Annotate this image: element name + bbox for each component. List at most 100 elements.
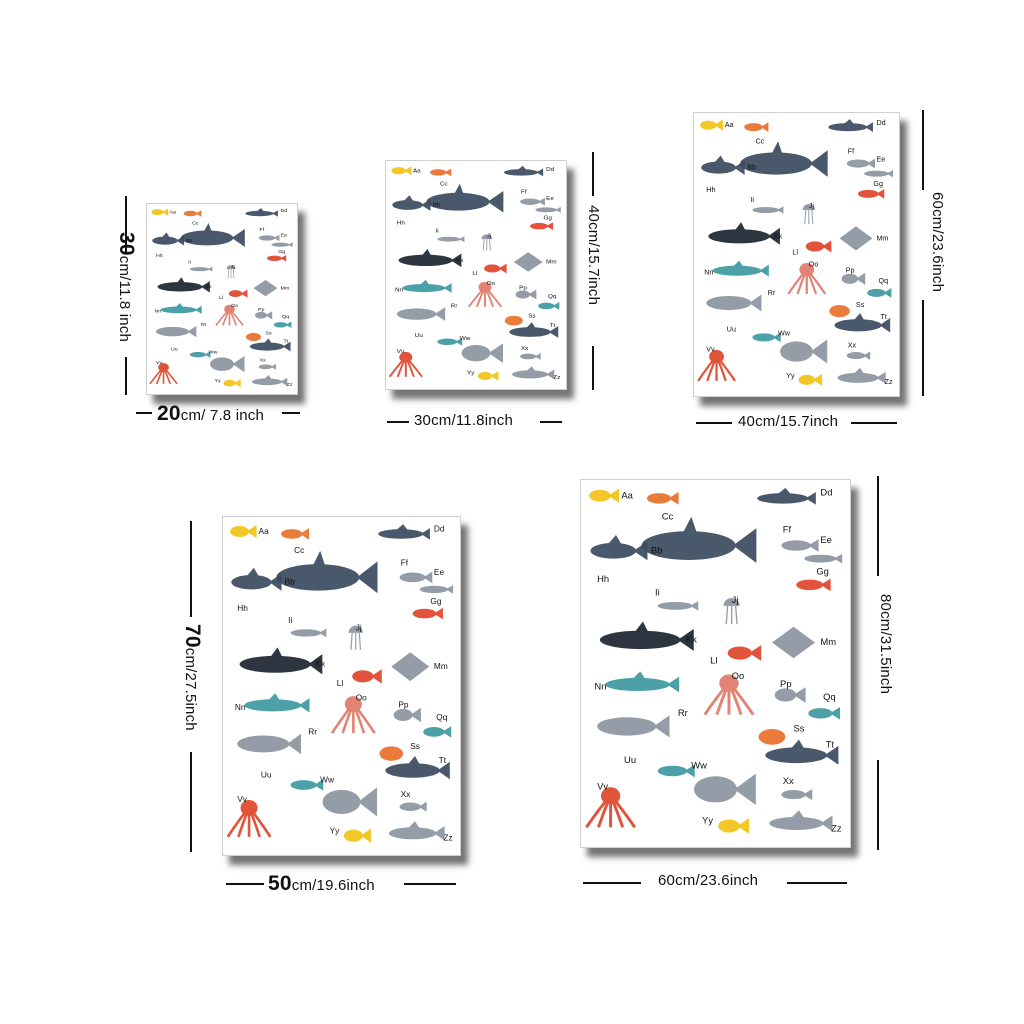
- animal-illustration: [590, 535, 648, 561]
- animal-illustration: [461, 343, 503, 363]
- alphabet-letter: Nn: [155, 309, 162, 315]
- width-dimension-line-left: [387, 421, 409, 423]
- width-dimension-line-left: [136, 412, 152, 414]
- alphabet-letter: Yy: [215, 378, 222, 384]
- animal-illustration: [712, 260, 769, 277]
- ocean-alphabet-artwork: Aa Cc Dd Bb Hh Ff Ee Gg Ii Jj Kk Ll Mm Nn Oo Pp Qq Rr Ss Tt…: [697, 119, 894, 386]
- animal-illustration: [758, 729, 786, 745]
- animal-illustration: [271, 242, 293, 248]
- animal-illustration: [246, 332, 261, 342]
- alphabet-letter: Ss: [266, 330, 273, 336]
- alphabet-letter: Ff: [401, 557, 409, 567]
- alphabet-letter: Xx: [783, 776, 794, 786]
- animal-illustration: [774, 687, 806, 703]
- alphabet-letter: Vv: [706, 346, 715, 354]
- height-dimension-line-top: [592, 152, 594, 196]
- alphabet-letter: Gg: [873, 180, 883, 188]
- alphabet-letter: Xx: [401, 789, 411, 799]
- alphabet-letter: Ff: [783, 525, 792, 535]
- animal-illustration: [740, 141, 828, 177]
- alphabet-letter: Yy: [330, 825, 340, 835]
- animal-illustration: [388, 821, 445, 841]
- animal-illustration: [210, 356, 245, 373]
- width-dimension-line-right: [404, 883, 456, 885]
- animal-illustration: [829, 305, 850, 318]
- alphabet-letter: Rr: [308, 726, 317, 736]
- alphabet-letter: Ff: [521, 190, 527, 196]
- animal-illustration: [231, 567, 282, 591]
- alphabet-letter: Zz: [553, 375, 560, 381]
- height-dimension-line-top: [125, 196, 127, 252]
- animal-illustration: [752, 206, 784, 214]
- alphabet-letter: Tt: [550, 323, 556, 329]
- width-dimension-line-right: [540, 421, 562, 423]
- animal-illustration: [798, 373, 823, 386]
- animal-illustration: [846, 351, 871, 360]
- animal-illustration: [706, 294, 762, 312]
- alphabet-letter: Bb: [747, 164, 756, 172]
- alphabet-letter: Xx: [848, 342, 857, 350]
- poster-20x30: Aa Cc Dd Bb Hh Ff Ee Gg Ii Jj Kk Ll Mm Nn Oo Pp Qq Rr Ss Tt…: [146, 203, 298, 395]
- alphabet-letter: Vv: [156, 360, 163, 366]
- animal-illustration: [701, 155, 745, 175]
- height-dimension-line-top: [877, 476, 879, 576]
- animal-illustration: [237, 733, 301, 755]
- animal-illustration: [255, 311, 273, 320]
- width-dimension-line-right: [282, 412, 300, 414]
- alphabet-letter: Qq: [436, 712, 447, 722]
- alphabet-letter: Ll: [710, 656, 717, 666]
- animal-illustration: [585, 787, 637, 829]
- animal-illustration: [258, 364, 276, 370]
- width-dimension-label: 20cm/ 7.8 inch: [157, 402, 265, 425]
- alphabet-letter: Vv: [597, 781, 608, 791]
- alphabet-letter: Aa: [725, 121, 734, 129]
- alphabet-letter: Kk: [206, 284, 213, 290]
- animal-illustration: [419, 585, 454, 594]
- alphabet-letter: Jj: [487, 234, 492, 240]
- alphabet-letter: Ii: [436, 229, 439, 235]
- alphabet-letter: Ff: [848, 147, 854, 155]
- alphabet-letter: Tt: [881, 313, 887, 321]
- alphabet-letter: Tt: [439, 755, 447, 765]
- height-dimension-line-bottom: [125, 357, 127, 395]
- animal-illustration: [781, 539, 819, 552]
- animal-illustration: [535, 206, 561, 213]
- alphabet-letter: Mm: [434, 661, 448, 671]
- ocean-alphabet-artwork: Aa Cc Dd Bb Hh Ff Ee Gg Ii Jj Kk Ll Mm Nn Oo Pp Qq Rr Ss Tt…: [149, 208, 293, 388]
- width-dimension-line-left: [226, 883, 264, 885]
- alphabet-letter: Nn: [594, 682, 606, 692]
- alphabet-letter: Ee: [820, 535, 832, 545]
- alphabet-letter: Gg: [278, 249, 285, 255]
- animal-illustration: [641, 516, 757, 563]
- height-dimension-label: 30cm/11.8 inch: [115, 232, 138, 343]
- animal-illustration: [183, 210, 202, 217]
- animal-illustration: [267, 255, 287, 262]
- alphabet-letter: Pp: [258, 307, 265, 313]
- alphabet-letter: Qq: [879, 277, 889, 285]
- animal-illustration: [723, 597, 740, 625]
- animal-illustration: [437, 236, 465, 243]
- height-dimension-label: 80cm/31.5inch: [877, 594, 894, 695]
- alphabet-letter: Gg: [430, 596, 441, 606]
- animal-illustration: [330, 696, 376, 734]
- animal-illustration: [180, 223, 245, 247]
- alphabet-letter: Mm: [820, 637, 836, 647]
- alphabet-letter: Jj: [809, 202, 815, 210]
- alphabet-letter: Vv: [237, 794, 247, 804]
- alphabet-letter: Kk: [686, 635, 697, 645]
- alphabet-letter: Gg: [544, 216, 552, 222]
- animal-illustration: [290, 779, 324, 791]
- animal-illustration: [239, 647, 323, 675]
- animal-illustration: [693, 773, 756, 806]
- animal-illustration: [804, 553, 843, 564]
- alphabet-letter: Bb: [186, 238, 193, 244]
- alphabet-letter: Ll: [792, 249, 798, 257]
- animal-illustration: [281, 528, 310, 540]
- animal-illustration: [589, 488, 620, 503]
- alphabet-letter: Qq: [282, 314, 289, 320]
- animal-illustration: [504, 315, 523, 326]
- animal-illustration: [752, 332, 781, 343]
- alphabet-letter: Qq: [823, 692, 836, 702]
- alphabet-letter: Kk: [774, 232, 783, 240]
- animal-illustration: [392, 195, 431, 211]
